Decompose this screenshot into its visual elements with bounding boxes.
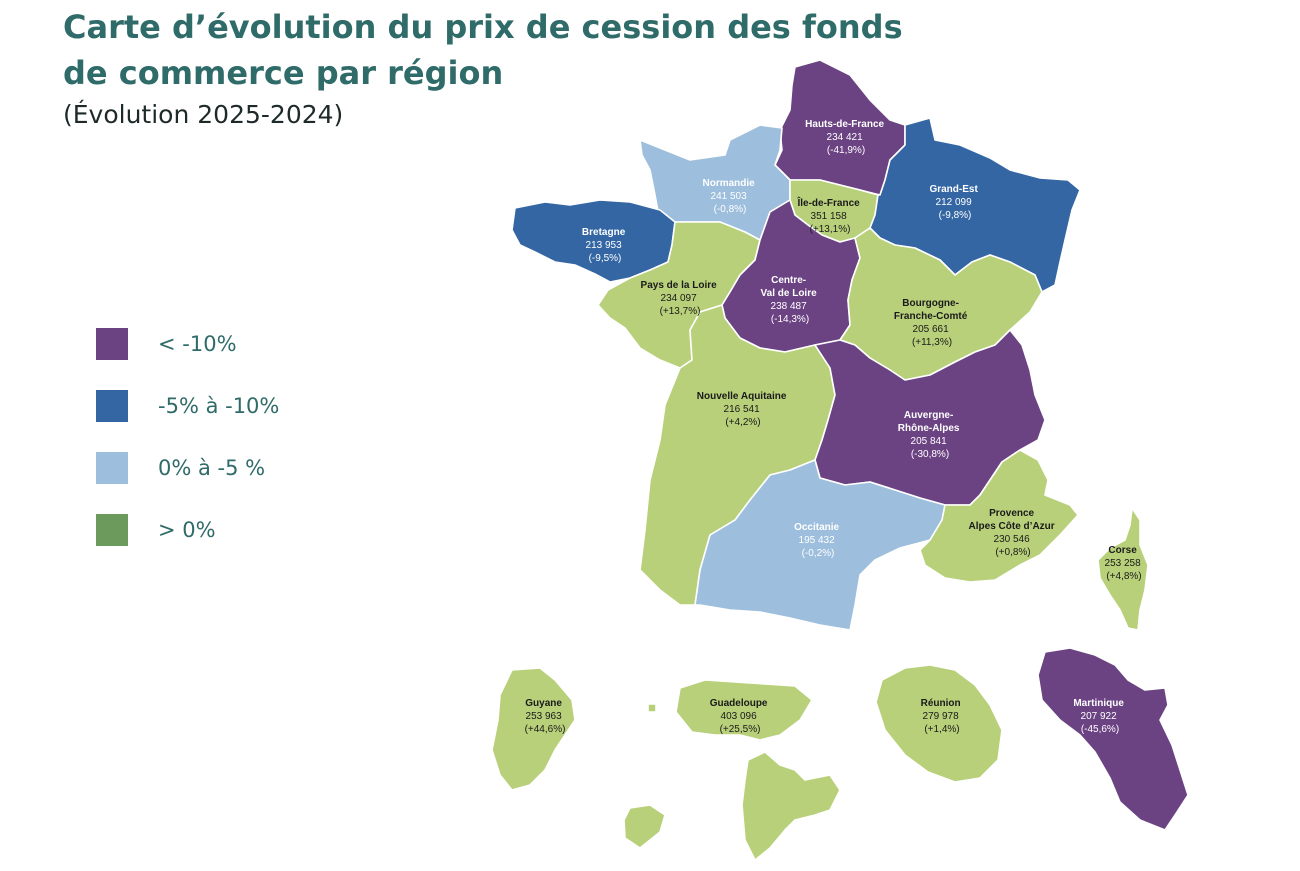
label-name-2: Alpes Côte d’Azur — [969, 521, 1055, 532]
label-name: Île-de-France — [796, 196, 860, 209]
label-price: 207 922 — [1081, 711, 1118, 722]
label-paca: Provence Alpes Côte d’Azur 230 546 (+0,8… — [969, 508, 1058, 558]
region-corse[interactable] — [1097, 507, 1149, 631]
label-change: (-0,8%) — [714, 204, 747, 215]
label-change: (+4,2%) — [725, 417, 760, 428]
label-change: (-41,9%) — [827, 145, 865, 156]
label-centre-val-de-loire: Centre- Val de Loire 238 487 (-14,3%) — [761, 275, 820, 325]
label-guyane: Guyane 253 963 (+44,6%) — [525, 698, 566, 735]
label-martinique: Martinique 207 922 (-45,6%) — [1073, 698, 1126, 735]
label-name: Martinique — [1073, 698, 1124, 709]
label-pays-de-la-loire: Pays de la Loire 234 097 (+13,7%) — [641, 280, 720, 317]
label-price: 238 487 — [771, 301, 808, 312]
legend-swatch-blue — [96, 390, 128, 422]
label-price: 403 096 — [721, 711, 758, 722]
label-name: Grand-Est — [929, 184, 978, 195]
label-change: (-9,8%) — [939, 210, 972, 221]
label-nouvelle-aquitaine: Nouvelle Aquitaine 216 541 (+4,2%) — [697, 391, 789, 428]
label-change: (+13,7%) — [660, 306, 701, 317]
label-price: 351 158 — [811, 211, 848, 222]
label-price: 216 541 — [724, 404, 761, 415]
label-name: Bretagne — [582, 227, 626, 238]
label-name-1: Bourgogne- — [902, 298, 959, 309]
label-grand-est: Grand-Est 212 099 (-9,8%) — [929, 184, 980, 221]
label-guadeloupe: Guadeloupe 403 096 (+25,5%) — [710, 698, 771, 735]
label-name-2: Val de Loire — [761, 288, 818, 299]
map-title-line-2: de commerce par région — [63, 54, 504, 92]
legend-label: -5% à -10% — [158, 394, 280, 418]
legend-label: > 0% — [158, 518, 216, 542]
label-name: Corse — [1108, 545, 1137, 556]
label-price: 230 546 — [994, 534, 1031, 545]
label-change: (+1,4%) — [924, 724, 959, 735]
label-change: (+11,3%) — [912, 337, 952, 348]
legend-label: 0% à -5 % — [158, 456, 266, 480]
label-name: Guadeloupe — [710, 698, 768, 709]
label-name-2: Rhône-Alpes — [898, 423, 960, 434]
label-change: (-0,2%) — [802, 548, 835, 559]
label-price: 195 432 — [799, 535, 836, 546]
legend-swatch-green — [96, 514, 128, 546]
label-name: Occitanie — [794, 522, 839, 533]
label-name: Pays de la Loire — [641, 280, 718, 291]
label-bretagne: Bretagne 213 953 (-9,5%) — [582, 227, 628, 264]
label-name: Normandie — [702, 178, 755, 189]
label-price: 212 099 — [936, 197, 973, 208]
label-change: (+4,8%) — [1106, 571, 1141, 582]
label-change: (+0,8%) — [995, 547, 1030, 558]
label-change: (-14,3%) — [771, 314, 809, 325]
label-change: (-9,5%) — [589, 253, 622, 264]
region-guadeloupe-marie-galante[interactable] — [623, 804, 666, 849]
label-name-1: Centre- — [771, 275, 806, 286]
label-name: Réunion — [921, 698, 961, 709]
region-guadeloupe[interactable] — [675, 679, 813, 741]
label-price: 253 258 — [1105, 558, 1142, 569]
map-title-line-1: Carte d’évolution du prix de cession des… — [63, 8, 903, 46]
region-guadeloupe-islet — [647, 703, 657, 713]
label-bourgogne-franche-comte: Bourgogne- Franche-Comté 205 661 (+11,3%… — [894, 298, 970, 348]
legend-swatch-light-blue — [96, 452, 128, 484]
label-name-2: Franche-Comté — [894, 311, 968, 322]
label-price: 205 661 — [913, 324, 950, 335]
label-price: 213 953 — [586, 240, 623, 251]
label-change: (-45,6%) — [1081, 724, 1119, 735]
label-ile-de-france: Île-de-France 351 158 (+13,1%) — [796, 196, 862, 235]
label-auvergne-rhone-alpes: Auvergne- Rhône-Alpes 205 841 (-30,8%) — [898, 410, 962, 460]
label-change: (+44,6%) — [525, 724, 566, 735]
region-occitanie[interactable] — [694, 459, 946, 631]
legend-label: < -10% — [158, 332, 237, 356]
label-price: 241 503 — [711, 191, 748, 202]
label-normandie: Normandie 241 503 (-0,8%) — [702, 178, 757, 215]
label-corse: Corse 253 258 (+4,8%) — [1105, 545, 1144, 582]
label-name-1: Auvergne- — [904, 410, 953, 421]
label-change: (+25,5%) — [720, 724, 761, 735]
label-name: Guyane — [525, 698, 562, 709]
region-paca[interactable] — [919, 449, 1079, 583]
legend-swatch-purple — [96, 328, 128, 360]
label-price: 234 097 — [661, 293, 698, 304]
label-occitanie: Occitanie 195 432 (-0,2%) — [794, 522, 842, 559]
label-name-1: Provence — [989, 508, 1034, 519]
map-title: Carte d’évolution du prix de cession des… — [63, 4, 923, 96]
label-reunion: Réunion 279 978 (+1,4%) — [921, 698, 964, 735]
label-price: 279 978 — [923, 711, 960, 722]
region-guyane[interactable] — [491, 667, 576, 791]
label-hauts-de-france: Hauts-de-France 234 421 (-41,9%) — [805, 119, 887, 156]
label-price: 253 963 — [526, 711, 563, 722]
label-price: 205 841 — [911, 436, 948, 447]
region-reunion[interactable] — [875, 664, 1003, 783]
region-martinique[interactable] — [1037, 647, 1189, 831]
label-change: (+13,1%) — [810, 224, 851, 235]
region-guadeloupe-basse-terre[interactable] — [741, 751, 841, 861]
label-change: (-30,8%) — [911, 449, 949, 460]
label-name: Hauts-de-France — [805, 119, 884, 130]
label-price: 234 421 — [827, 132, 864, 143]
map-subtitle: (Évolution 2025-2024) — [63, 100, 344, 129]
label-name: Nouvelle Aquitaine — [697, 391, 787, 402]
